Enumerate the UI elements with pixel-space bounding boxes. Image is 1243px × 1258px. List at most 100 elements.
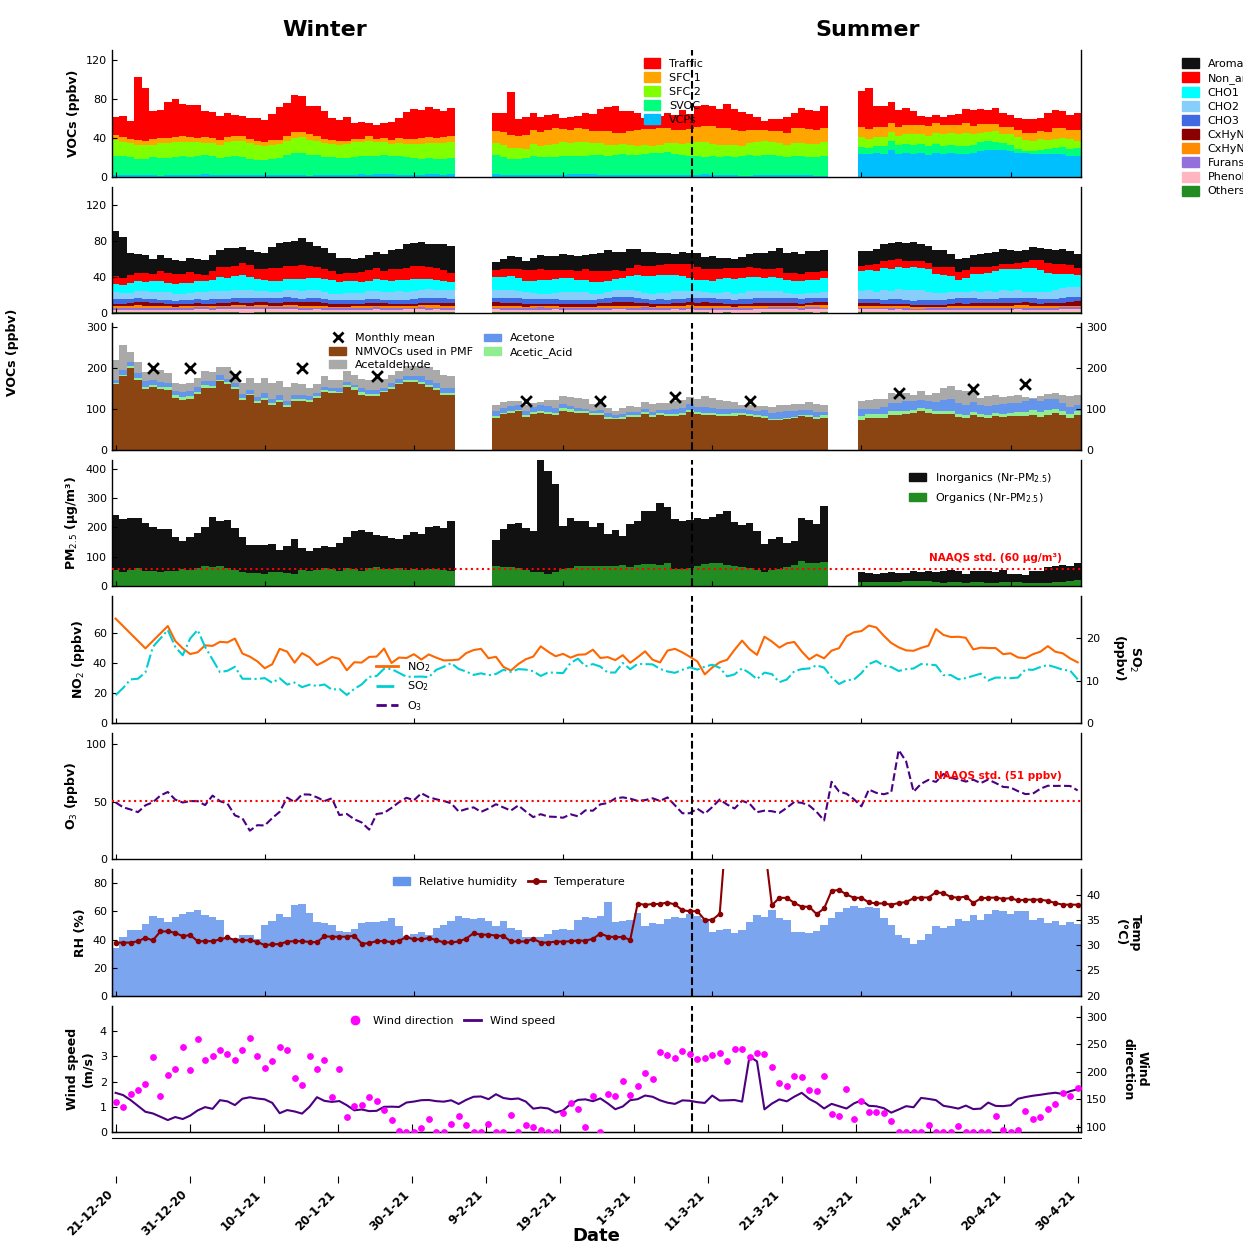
Bar — [410, 382, 418, 449]
Bar — [865, 291, 873, 298]
Bar — [328, 157, 336, 175]
Bar — [917, 940, 925, 995]
Bar — [895, 572, 902, 581]
Bar — [873, 418, 880, 449]
Bar — [597, 299, 604, 303]
Bar — [761, 306, 768, 308]
Bar — [761, 571, 768, 586]
Bar — [820, 156, 828, 176]
Bar — [932, 153, 940, 176]
Bar — [1037, 411, 1044, 416]
Bar — [902, 306, 910, 308]
Bar — [231, 306, 239, 307]
Bar — [134, 298, 142, 302]
Bar — [828, 918, 835, 995]
Bar — [582, 113, 589, 128]
Bar — [365, 270, 373, 281]
Bar — [194, 392, 201, 394]
Bar — [776, 419, 783, 420]
Bar — [440, 291, 447, 298]
Bar — [358, 142, 365, 156]
Bar — [925, 301, 932, 304]
Bar — [589, 309, 597, 312]
Bar — [201, 137, 209, 142]
Bar — [1066, 581, 1074, 586]
Bar — [1052, 581, 1059, 586]
Bar — [321, 157, 328, 175]
Bar — [440, 111, 447, 137]
Bar — [500, 408, 507, 413]
Bar — [231, 248, 239, 265]
Bar — [783, 281, 791, 293]
Bar — [798, 932, 805, 995]
Bar — [813, 250, 820, 272]
Bar — [216, 309, 224, 312]
Bar — [873, 303, 880, 306]
Bar — [873, 107, 880, 127]
Bar — [1029, 571, 1037, 582]
Bar — [112, 515, 119, 570]
Bar — [507, 148, 515, 159]
Bar — [119, 308, 127, 311]
Bar — [955, 416, 962, 449]
Bar — [365, 308, 373, 309]
Bar — [873, 264, 880, 270]
Bar — [902, 289, 910, 299]
Bar — [649, 293, 656, 299]
Bar — [574, 414, 582, 449]
NO$_2$ — [750, 648, 764, 663]
Bar — [380, 303, 388, 306]
Bar — [947, 399, 955, 410]
Bar — [984, 253, 992, 267]
Bar — [1014, 303, 1022, 306]
Point — [881, 1111, 901, 1131]
Bar — [589, 114, 597, 131]
Bar — [440, 137, 447, 143]
Bar — [418, 384, 425, 449]
Point — [121, 1084, 140, 1105]
Bar — [1037, 138, 1044, 150]
Point — [598, 1084, 618, 1105]
Bar — [656, 303, 664, 306]
Bar — [313, 136, 321, 141]
Bar — [716, 157, 723, 175]
Bar — [306, 278, 313, 291]
Bar — [656, 415, 664, 449]
Bar — [530, 531, 537, 571]
Bar — [433, 137, 440, 143]
Bar — [283, 546, 291, 572]
Bar — [619, 133, 626, 143]
Bar — [559, 569, 567, 586]
Bar — [1074, 411, 1081, 415]
Bar — [425, 279, 433, 289]
Bar — [813, 931, 820, 995]
Bar — [552, 114, 559, 128]
Bar — [1007, 574, 1014, 582]
Bar — [433, 175, 440, 176]
Bar — [336, 308, 343, 309]
Bar — [559, 278, 567, 292]
Bar — [738, 306, 746, 308]
Bar — [500, 302, 507, 306]
Bar — [224, 291, 231, 298]
Bar — [664, 308, 671, 309]
Bar — [709, 517, 716, 564]
Bar — [149, 111, 157, 140]
Bar — [984, 396, 992, 406]
Bar — [649, 307, 656, 308]
Bar — [977, 298, 984, 303]
Bar — [641, 409, 649, 411]
Bar — [865, 88, 873, 130]
Bar — [604, 175, 612, 176]
Bar — [142, 292, 149, 298]
Bar — [544, 414, 552, 449]
Point — [829, 1106, 849, 1126]
Bar — [753, 570, 761, 586]
Bar — [753, 268, 761, 277]
Bar — [149, 157, 157, 175]
Bar — [731, 933, 738, 995]
Bar — [537, 306, 544, 307]
Bar — [910, 135, 917, 145]
Bar — [791, 418, 798, 449]
Bar — [127, 369, 134, 449]
